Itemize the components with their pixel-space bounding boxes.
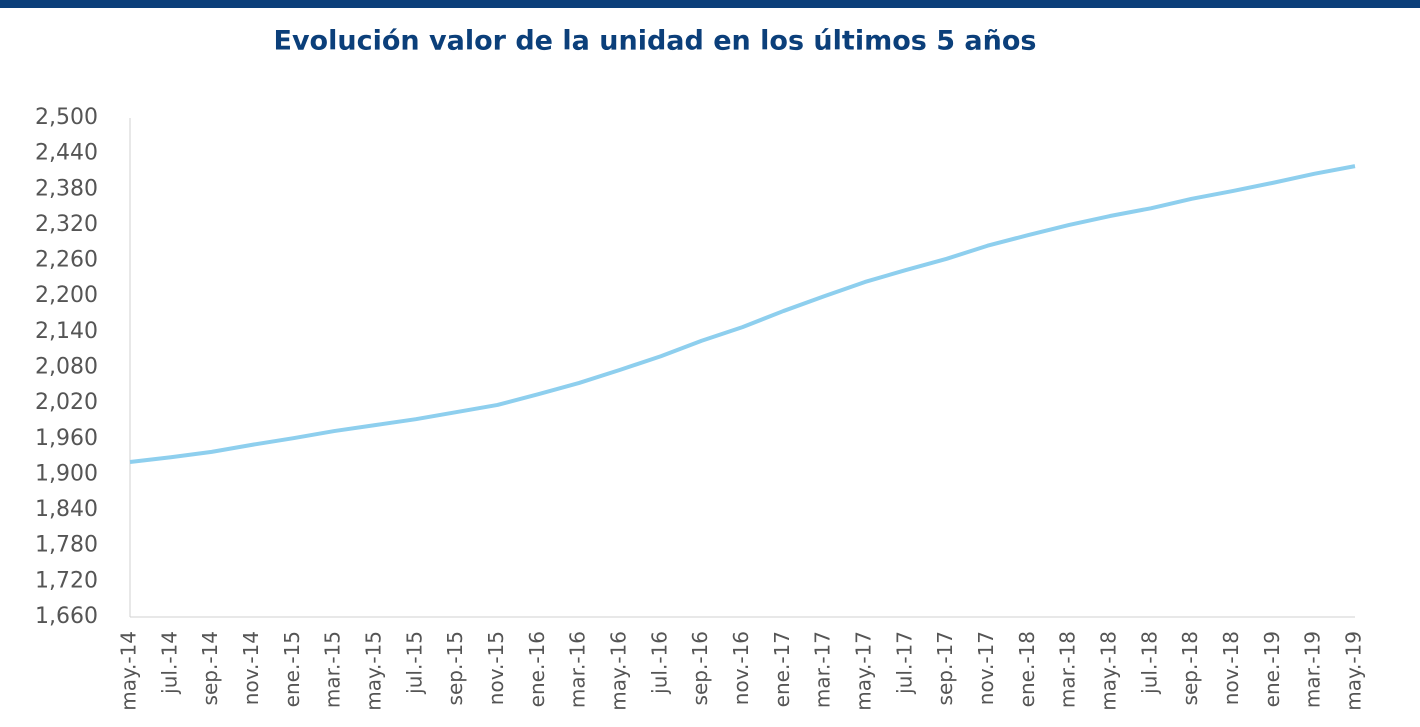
- y-tick-label: 1,960: [35, 426, 98, 451]
- x-tick-label: ene.-16: [525, 631, 549, 707]
- x-tick-label: ene.-18: [1015, 631, 1039, 707]
- x-tick-label: sep.-17: [933, 631, 957, 705]
- x-tick-label: mar.-19: [1301, 631, 1325, 708]
- x-tick-label: sep.-16: [688, 631, 712, 705]
- x-tick-label: may.-19: [1342, 631, 1366, 711]
- x-tick-label: nov.-14: [239, 631, 263, 705]
- x-tick-label: may.-18: [1097, 631, 1121, 711]
- x-tick-label: jul.-17: [892, 631, 916, 695]
- x-tick-label: jul.-18: [1137, 631, 1161, 695]
- y-tick-label: 2,020: [35, 390, 98, 415]
- y-tick-label: 1,840: [35, 497, 98, 522]
- y-tick-label: 1,900: [35, 461, 98, 486]
- x-tick-label: sep.-15: [443, 631, 467, 705]
- y-tick-label: 2,500: [35, 105, 98, 130]
- chart-title: Evolución valor de la unidad en los últi…: [274, 26, 1037, 57]
- top-bar: [0, 0, 1420, 8]
- y-tick-label: 1,720: [35, 568, 98, 593]
- y-tick-label: 2,140: [35, 319, 98, 344]
- y-tick-label: 2,380: [35, 176, 98, 201]
- y-tick-label: 2,320: [35, 212, 98, 237]
- y-tick-label: 2,440: [35, 141, 98, 166]
- x-tick-label: may.-15: [362, 631, 386, 711]
- line: [129, 164, 1356, 464]
- x-tick-label: mar.-18: [1056, 631, 1080, 708]
- y-tick-label: 2,260: [35, 248, 98, 273]
- x-tick-label: jul.-15: [402, 631, 426, 695]
- x-tick-label: may.-17: [852, 631, 876, 711]
- x-tick-label: nov.-15: [484, 631, 508, 705]
- x-tick-label: may.-14: [117, 631, 141, 711]
- y-tick-label: 2,080: [35, 355, 98, 380]
- x-tick-label: mar.-15: [321, 631, 345, 708]
- x-tick-label: nov.-16: [729, 631, 753, 705]
- x-tick-label: jul.-16: [647, 631, 671, 695]
- x-tick-label: nov.-17: [974, 631, 998, 705]
- x-tick-label: nov.-18: [1219, 631, 1243, 705]
- y-tick-label: 2,200: [35, 283, 98, 308]
- y-tick-label: 1,660: [35, 604, 98, 629]
- x-tick-label: ene.-15: [280, 631, 304, 707]
- x-tick-label: ene.-17: [770, 631, 794, 707]
- x-tick-label: sep.-18: [1178, 631, 1202, 705]
- x-tick-label: mar.-16: [566, 631, 590, 708]
- x-tick-label: mar.-17: [811, 631, 835, 708]
- x-tick-label: jul.-14: [157, 631, 181, 695]
- x-tick-label: sep.-14: [198, 631, 222, 705]
- x-tick-label: ene.-19: [1260, 631, 1284, 707]
- y-tick-label: 1,780: [35, 533, 98, 558]
- x-tick-label: may.-16: [607, 631, 631, 711]
